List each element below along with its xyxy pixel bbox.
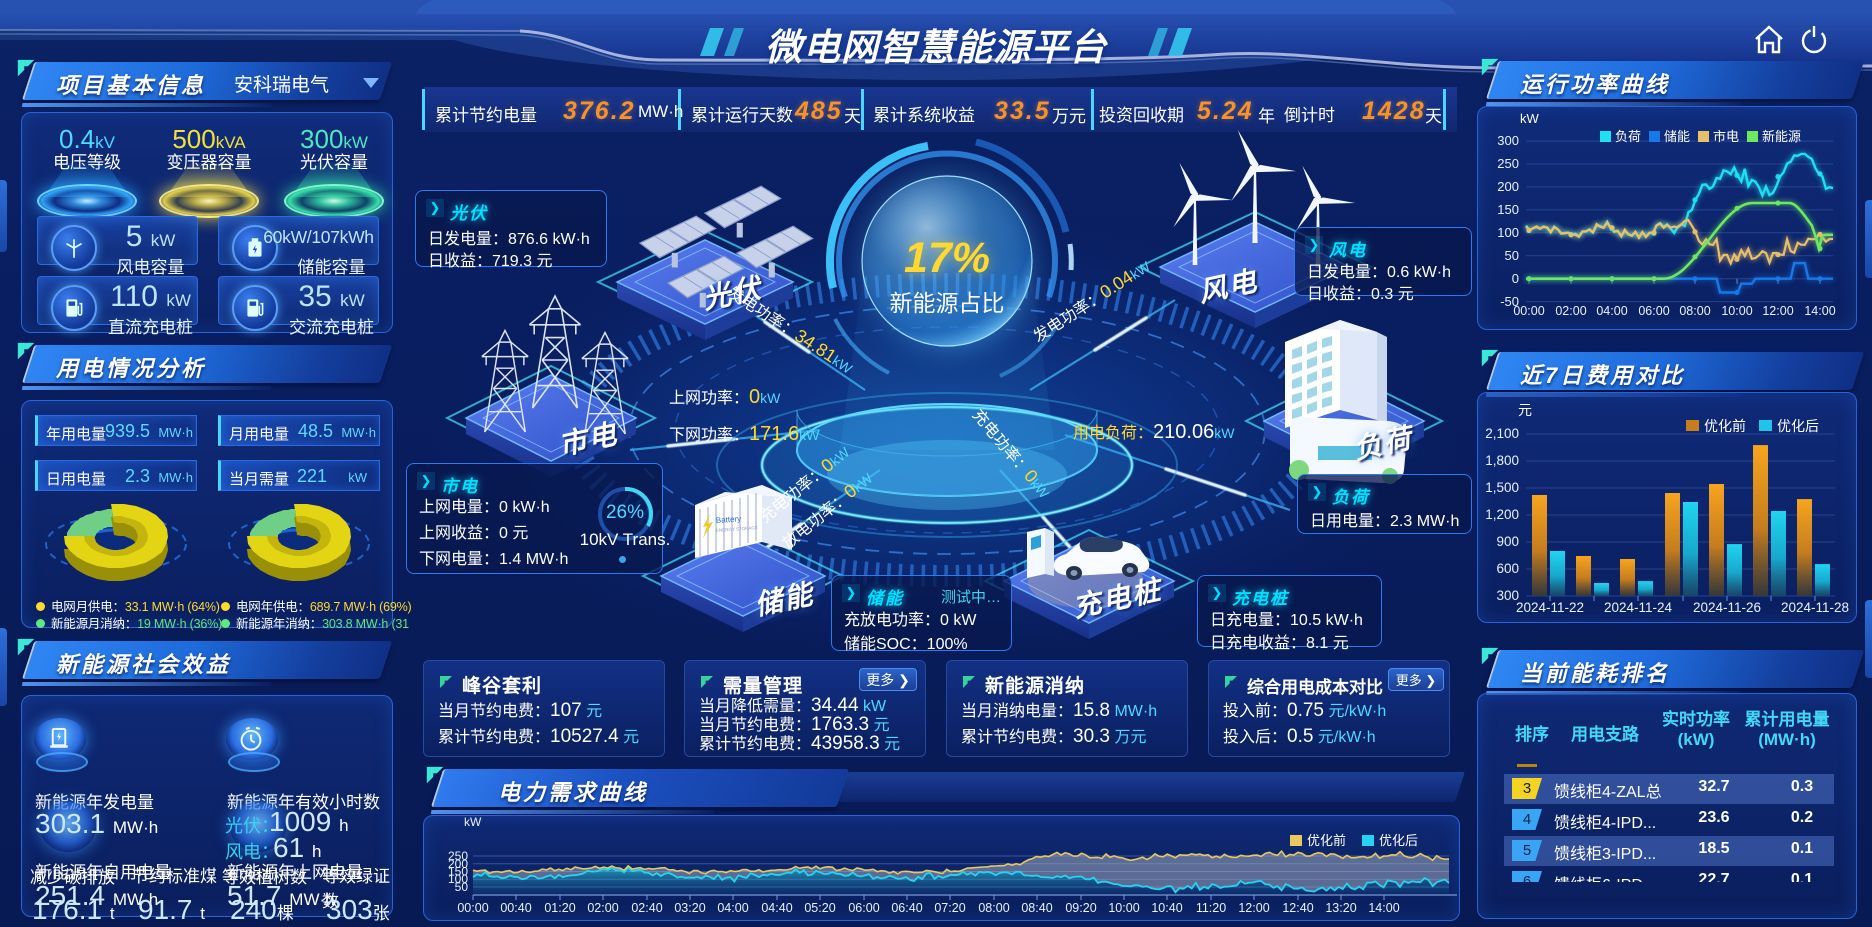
svg-text:优化前: 优化前 bbox=[1307, 833, 1346, 848]
svg-text:06:00: 06:00 bbox=[848, 901, 879, 915]
svg-text:13:20: 13:20 bbox=[1325, 901, 1356, 915]
svg-text:10:00: 10:00 bbox=[1108, 901, 1139, 915]
svg-text:200: 200 bbox=[1497, 179, 1519, 194]
svg-text:kW: kW bbox=[1520, 111, 1540, 126]
svg-text:05:20: 05:20 bbox=[804, 901, 835, 915]
svg-text:Battery: Battery bbox=[716, 514, 742, 525]
svg-text:01:20: 01:20 bbox=[544, 901, 575, 915]
svg-text:1,500: 1,500 bbox=[1485, 480, 1519, 495]
svg-text:250: 250 bbox=[1497, 156, 1519, 171]
svg-text:2024-11-28: 2024-11-28 bbox=[1781, 600, 1849, 615]
svg-text:12:00: 12:00 bbox=[1238, 901, 1269, 915]
svg-text:300: 300 bbox=[1496, 588, 1519, 603]
svg-text:50: 50 bbox=[1505, 248, 1519, 263]
svg-text:负荷: 负荷 bbox=[1615, 129, 1641, 144]
svg-text:14:00: 14:00 bbox=[1804, 304, 1835, 318]
svg-text:300: 300 bbox=[1497, 133, 1519, 148]
svg-text:02:00: 02:00 bbox=[587, 901, 618, 915]
svg-text:2024-11-26: 2024-11-26 bbox=[1693, 600, 1761, 615]
svg-text:04:00: 04:00 bbox=[1596, 304, 1627, 318]
svg-text:元: 元 bbox=[1518, 402, 1532, 418]
svg-text:50: 50 bbox=[455, 880, 469, 894]
svg-text:04:00: 04:00 bbox=[717, 901, 748, 915]
svg-text:1,200: 1,200 bbox=[1485, 507, 1519, 522]
svg-text:-50: -50 bbox=[1500, 294, 1519, 309]
svg-text:100: 100 bbox=[1497, 225, 1519, 240]
svg-text:优化后: 优化后 bbox=[1777, 418, 1819, 434]
svg-text:150: 150 bbox=[1497, 202, 1519, 217]
svg-text:0: 0 bbox=[1512, 271, 1519, 286]
svg-text:06:40: 06:40 bbox=[891, 901, 922, 915]
svg-text:08:40: 08:40 bbox=[1021, 901, 1052, 915]
svg-text:2024-11-24: 2024-11-24 bbox=[1604, 600, 1673, 615]
svg-text:1,800: 1,800 bbox=[1485, 453, 1519, 468]
svg-text:06:00: 06:00 bbox=[1638, 304, 1669, 318]
svg-text:07:20: 07:20 bbox=[934, 901, 965, 915]
svg-text:2024-11-22: 2024-11-22 bbox=[1516, 600, 1584, 615]
svg-text:02:40: 02:40 bbox=[631, 901, 662, 915]
svg-text:11:20: 11:20 bbox=[1196, 901, 1226, 915]
svg-text:250: 250 bbox=[448, 849, 468, 863]
svg-text:优化后: 优化后 bbox=[1379, 833, 1418, 848]
svg-text:市电: 市电 bbox=[1713, 129, 1739, 144]
svg-text:2,100: 2,100 bbox=[1485, 426, 1519, 441]
svg-text:08:00: 08:00 bbox=[978, 901, 1009, 915]
svg-text:150: 150 bbox=[448, 865, 468, 879]
svg-text:02:00: 02:00 bbox=[1555, 304, 1586, 318]
svg-text:ENERGY STORAGE: ENERGY STORAGE bbox=[716, 525, 758, 533]
svg-text:10:00: 10:00 bbox=[1721, 304, 1752, 318]
svg-text:kW: kW bbox=[464, 816, 482, 829]
svg-text:00:00: 00:00 bbox=[457, 901, 488, 915]
svg-text:900: 900 bbox=[1496, 534, 1519, 549]
svg-text:00:40: 00:40 bbox=[500, 901, 531, 915]
svg-text:00:00: 00:00 bbox=[1513, 304, 1544, 318]
svg-text:10:40: 10:40 bbox=[1151, 901, 1182, 915]
svg-text:储能: 储能 bbox=[1664, 129, 1690, 144]
svg-text:200: 200 bbox=[448, 857, 468, 871]
svg-text:新能源: 新能源 bbox=[1762, 129, 1801, 144]
svg-text:100: 100 bbox=[448, 872, 468, 886]
svg-text:04:40: 04:40 bbox=[761, 901, 792, 915]
svg-text:09:20: 09:20 bbox=[1065, 901, 1096, 915]
svg-text:14:00: 14:00 bbox=[1368, 901, 1399, 915]
svg-text:12:40: 12:40 bbox=[1282, 901, 1313, 915]
svg-text:03:20: 03:20 bbox=[674, 901, 705, 915]
svg-text:600: 600 bbox=[1496, 561, 1519, 576]
svg-text:08:00: 08:00 bbox=[1679, 304, 1710, 318]
svg-text:优化前: 优化前 bbox=[1704, 418, 1746, 434]
svg-text:12:00: 12:00 bbox=[1762, 304, 1793, 318]
